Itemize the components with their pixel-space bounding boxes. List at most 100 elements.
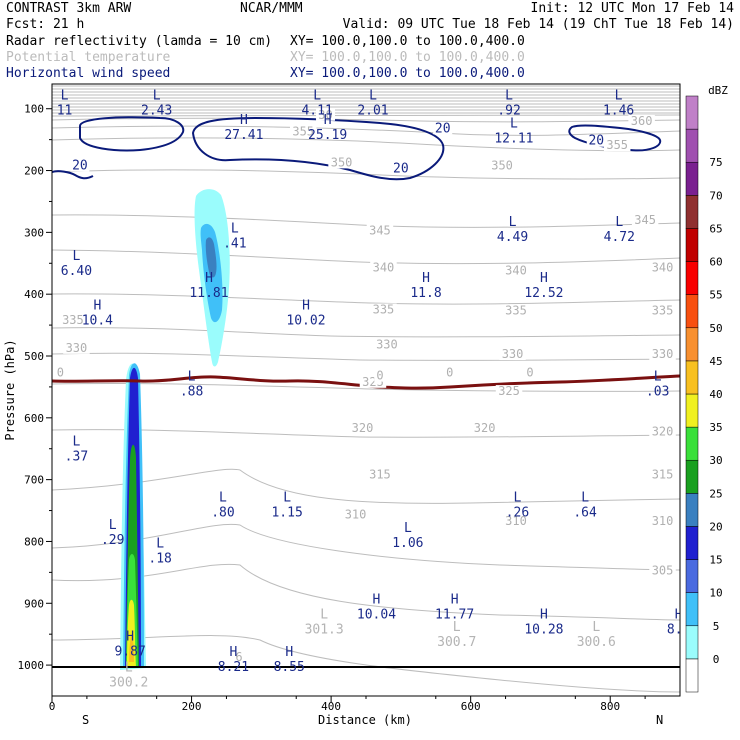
hl-marker: H8.55 [274,645,305,675]
hl-value: .03 [646,385,669,400]
hl-letter: L [231,221,239,236]
hl-letter: H [205,271,213,286]
contour-label-bg [342,508,369,521]
hl-value: 12.52 [524,286,563,301]
contour-label: 20 [435,121,451,136]
contour-label: 0 [446,366,453,380]
contour-label: 345 [634,213,656,227]
hl-value: .92 [497,103,520,118]
hl-marker: L.88 [180,370,203,400]
hl-value: 12.11 [494,131,533,146]
hl-value: 2.43 [141,103,172,118]
hl-value: .80 [211,505,234,520]
contour-label: 6 [235,650,242,664]
hl-value: 301.3 [305,623,344,638]
hl-value: 11.8 [410,286,441,301]
hl-value: 11.81 [189,286,228,301]
colorbar-swatch [685,459,699,494]
colorbar-swatch [685,658,699,693]
y-tick-label: 500 [24,350,44,363]
colorbar-tick-label: 65 [709,222,722,235]
hl-value: 8.21 [218,660,249,675]
colorbar-swatch [685,360,699,395]
hl-value: 8.55 [274,660,305,675]
contour-label-bg [443,366,456,379]
y-tick-label: 200 [24,165,44,178]
header: CONTRAST 3km ARW NCAR/MMM Init: 12 UTC M… [6,1,734,81]
wind-contour-labels: 20 20 20 20 [70,121,606,177]
y-tick-label: 300 [24,226,44,239]
contour-label: 325 [498,384,520,398]
hl-marker: L6.40 [61,249,92,279]
contour-label: 0 [526,366,533,380]
hl-letter: L [219,490,227,505]
hl-value: 6.40 [61,264,92,279]
hl-letter: L [73,249,81,264]
hl-value: .64 [573,505,597,520]
hl-letter: H [540,271,548,286]
hl-value: 10.28 [524,623,563,638]
hl-value: 8.2 [667,623,690,638]
hl-letter: L [615,215,623,230]
contour-label: 355 [292,124,314,138]
colorbar-swatch [685,393,699,428]
hl-marker: L4.72 [604,215,635,245]
hl-marker: H10.4 [82,299,113,329]
hl-letter: L [313,88,321,103]
colorbar-swatch [685,261,699,295]
y-tick-label: 900 [24,597,44,610]
contour-label-bg [471,422,498,435]
contour-label: 330 [502,347,524,361]
contour-label-bg [649,514,676,527]
contour-label-bg [54,366,67,379]
hl-letter: L [153,88,161,103]
contour-label-bg [649,261,676,274]
hl-value: .88 [180,385,203,400]
contour-label-bg [70,159,90,172]
colorbar-swatch [685,195,699,229]
contour-label: 310 [652,514,674,528]
colorbar-swatch [685,95,699,130]
hl-marker: L.37 [65,435,88,465]
contour-label-bg [499,348,526,360]
hl-letter: L [283,490,291,505]
contour-label-bg [488,159,516,172]
hl-value: .41 [223,236,246,251]
x-tick-label: 0 [49,700,56,713]
contour-label: 0 [376,369,383,383]
contour-label: 305 [652,563,674,577]
colorbar-tick-label: 60 [709,256,722,269]
hl-letter: L [369,88,377,103]
contour-label: 330 [66,341,88,355]
colorbar-swatch [685,128,699,163]
hl-value: 10.02 [286,314,325,329]
hl-value: 4.72 [604,230,635,245]
contour-label: 335 [505,304,527,318]
hl-letter: H [240,113,248,128]
hl-letter: H [302,299,310,314]
colorbar-tick-label: 5 [713,620,720,633]
hl-letter: L [615,88,623,103]
colorbar-tick-label: 70 [709,189,722,202]
contour-label-bg [495,385,523,398]
contour-label-bg [502,514,530,527]
hl-value: 300.2 [109,675,148,690]
hl-letter: L [320,608,328,623]
contour-label-bg [370,261,397,274]
hl-letter: H [285,645,293,660]
contour-label: 20 [72,158,88,173]
y-tick-label: 400 [24,288,44,301]
colorbar-tick-label: 30 [709,454,722,467]
contour-label-bg [586,134,606,147]
fragment-labels: 30 6 [233,108,336,664]
contour-label-bg [366,468,394,481]
hl-letter: L [509,215,517,230]
header-valid: Valid: 09 UTC Tue 18 Feb 14 (19 ChT Tue … [343,17,734,32]
contour-label: 355 [606,138,628,152]
contour-label: 315 [652,468,674,482]
contour-label: 335 [652,304,674,318]
hl-letter: L [505,88,513,103]
field-theta-xy: XY= 100.0,100.0 to 100.0,400.0 [290,50,525,65]
